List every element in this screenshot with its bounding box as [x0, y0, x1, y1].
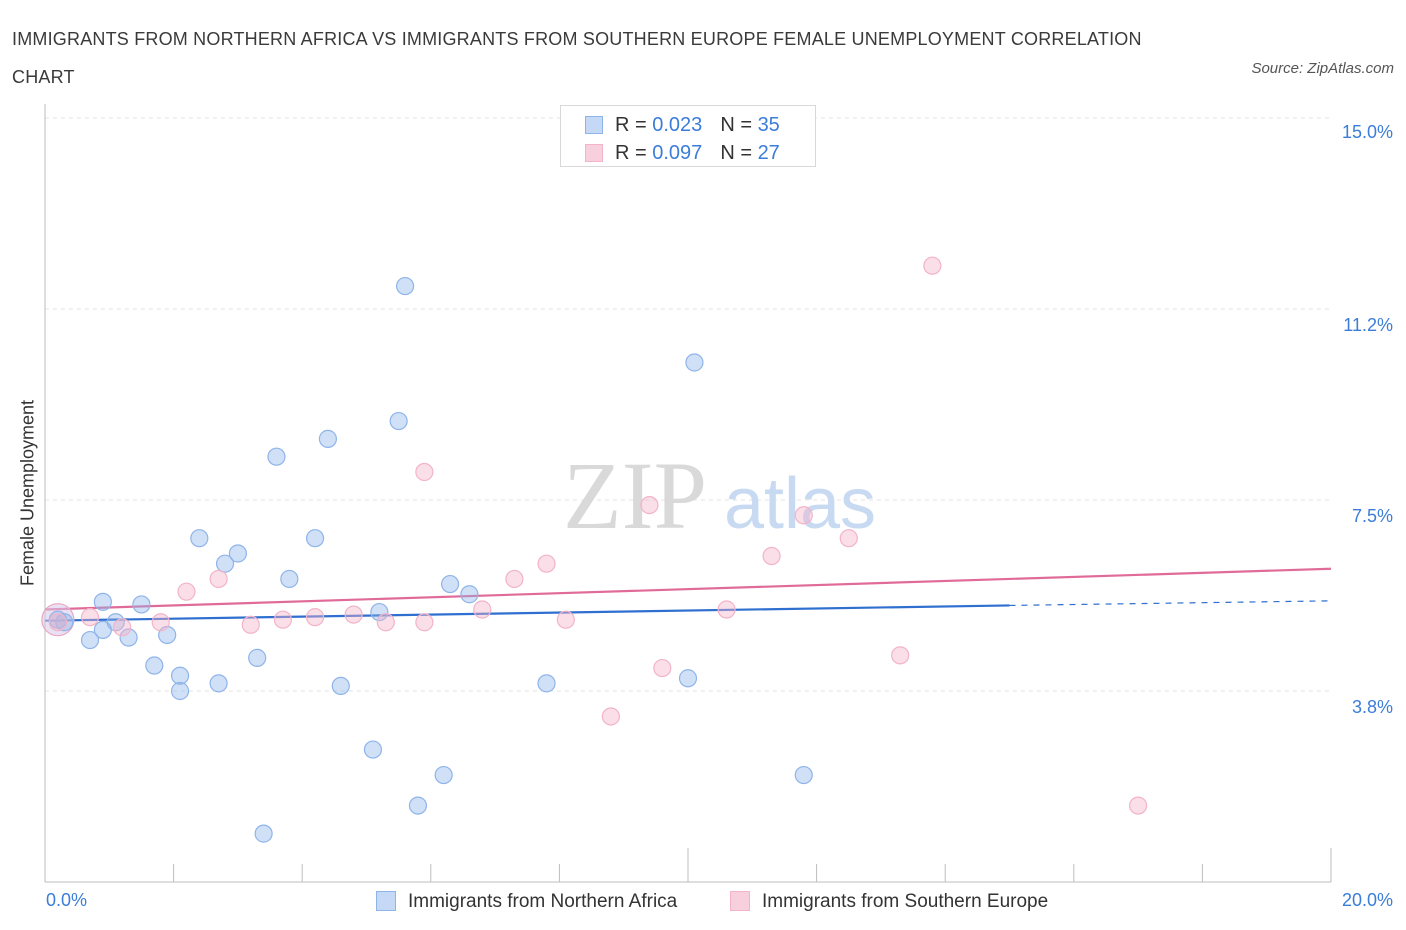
point-series-2-7 — [273, 610, 293, 629]
trend-line-series-2 — [44, 567, 1332, 611]
point-series-2-22 — [794, 506, 813, 525]
legend-swatch-blue — [376, 891, 396, 911]
series-legend: Immigrants from Northern Africa Immigran… — [0, 887, 1406, 917]
point-series-2-25 — [923, 256, 942, 275]
point-series-1-5 — [119, 628, 138, 647]
point-series-1-17 — [254, 824, 273, 843]
point-series-2-15 — [537, 554, 556, 573]
point-series-1-15 — [248, 648, 267, 667]
watermark-zip: ZIP — [563, 442, 707, 549]
point-series-1-32 — [685, 353, 704, 372]
point-series-2-18 — [640, 495, 659, 515]
point-series-1-27 — [440, 574, 460, 594]
point-series-2-19 — [653, 658, 672, 678]
point-series-2-21 — [762, 546, 781, 566]
point-series-1-20 — [318, 429, 338, 448]
point-series-2-12 — [415, 462, 434, 482]
correlation-legend: R = 0.023 N = 35 R = 0.097 N = 27 — [560, 105, 816, 167]
point-series-1-6 — [132, 595, 151, 614]
point-series-1-14 — [228, 544, 247, 563]
point-series-1-25 — [395, 276, 415, 296]
trend-lines — [44, 567, 1332, 622]
point-series-2-9 — [344, 605, 363, 624]
legend-item-southern-europe: Immigrants from Southern Europe — [730, 887, 1048, 917]
point-series-2-11 — [415, 613, 434, 632]
point-series-1-26 — [408, 796, 428, 815]
point-series-1-21 — [331, 676, 350, 696]
point-series-2-13 — [473, 600, 492, 619]
legend-r-label: R = — [615, 142, 647, 164]
source-label: Source: ZipAtlas.com — [1251, 60, 1394, 77]
legend-r-label: R = — [615, 114, 647, 136]
point-series-1-1 — [93, 592, 112, 611]
data-points — [41, 256, 1148, 843]
point-series-1-33 — [794, 765, 813, 785]
point-series-1-30 — [537, 674, 556, 693]
legend-label-southern-europe: Immigrants from Southern Europe — [762, 891, 1049, 912]
point-series-2-2 — [113, 618, 132, 637]
point-series-1-2 — [80, 630, 100, 650]
point-series-1-10 — [170, 681, 190, 701]
point-series-2-5 — [209, 569, 228, 589]
legend-swatch-blue — [585, 116, 603, 134]
point-series-2-17 — [601, 707, 620, 726]
point-series-1-13 — [215, 554, 235, 573]
legend-swatch-pink — [730, 891, 750, 911]
x-tick-label-min: 0.0% — [46, 890, 88, 910]
point-series-2-20 — [717, 600, 736, 619]
point-series-1-9 — [170, 666, 190, 685]
point-series-2-3 — [151, 613, 170, 632]
point-series-2-1 — [80, 608, 100, 627]
point-series-1-18 — [280, 569, 299, 589]
point-series-2-8 — [305, 608, 325, 627]
point-series-1-12 — [209, 674, 228, 693]
point-series-2-24 — [891, 646, 910, 665]
legend-label-northern-africa: Immigrants from Northern Africa — [408, 891, 678, 912]
point-series-1-29 — [460, 585, 479, 604]
x-tick-label-max: 20.0% — [1341, 890, 1393, 910]
axes — [44, 104, 1332, 883]
point-series-2-26 — [1128, 796, 1148, 815]
point-series-1-16 — [267, 447, 286, 466]
y-axis-title: Female Unemployment — [17, 399, 38, 587]
point-series-1-28 — [434, 765, 453, 785]
point-series-1-8 — [145, 656, 164, 675]
point-series-2-16 — [556, 610, 575, 629]
point-series-1-24 — [389, 411, 408, 431]
trend-line-series-1 — [44, 604, 1010, 622]
point-series-2-14 — [505, 569, 524, 589]
point-series-2-10 — [376, 613, 395, 632]
legend-item-northern-africa: Immigrants from Northern Africa — [376, 887, 677, 917]
watermark-atlas: atlas — [724, 464, 876, 544]
legend-row-northern-africa: R = 0.023 N = 35 — [585, 112, 780, 138]
legend-n-label: N = — [720, 142, 752, 164]
trend-line-extension-series-1 — [1009, 600, 1332, 607]
legend-r-value: 0.097 — [652, 142, 703, 164]
y-tick-label-7: 7.5% — [1351, 506, 1393, 526]
y-tick-label-3: 3.8% — [1351, 697, 1393, 717]
point-series-1-23 — [370, 602, 389, 622]
point-series-1-31 — [678, 669, 698, 688]
point-series-2-6 — [241, 615, 260, 634]
cluster-point — [41, 603, 75, 637]
point-series-2-0 — [48, 613, 67, 632]
legend-n-value: 27 — [757, 142, 780, 164]
watermark: ZIP atlas — [563, 442, 876, 549]
y-tick-label-11: 11.2% — [1343, 315, 1393, 335]
point-series-1-22 — [363, 740, 383, 759]
y-tick-label-15: 15.0% — [1341, 122, 1393, 142]
point-series-2-4 — [177, 582, 196, 601]
point-series-1-11 — [190, 529, 209, 548]
legend-n-label: N = — [720, 114, 752, 136]
legend-n-value: 35 — [757, 114, 780, 136]
legend-swatch-pink — [585, 144, 603, 162]
legend-r-value: 0.023 — [652, 114, 703, 136]
legend-row-southern-europe: R = 0.097 N = 27 — [585, 140, 780, 166]
point-series-2-23 — [839, 529, 858, 548]
chart-title: IMMIGRANTS FROM NORTHERN AFRICA VS IMMIG… — [12, 29, 1142, 87]
point-series-1-19 — [305, 529, 325, 548]
grid-lines — [45, 117, 1331, 692]
